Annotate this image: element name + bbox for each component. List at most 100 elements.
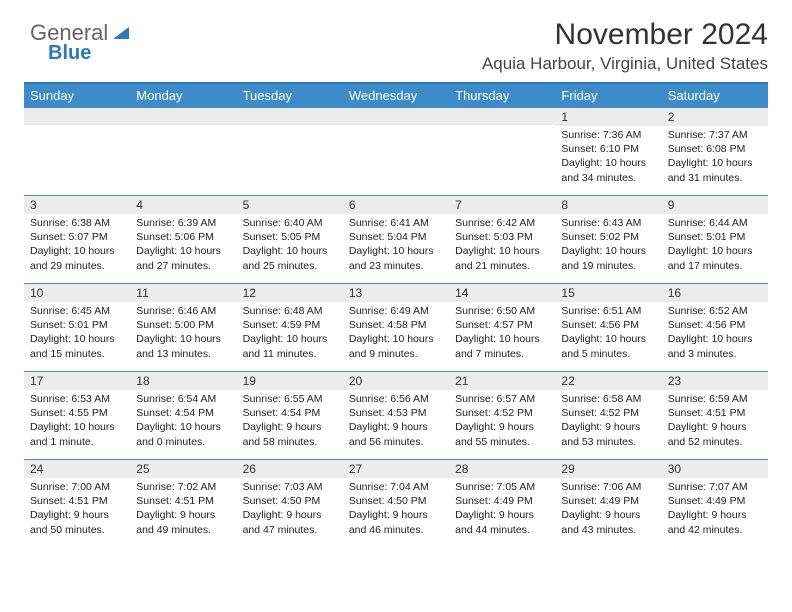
day-details: Sunrise: 6:44 AMSunset: 5:01 PMDaylight:… [662,214,768,277]
calendar-day-cell: 27Sunrise: 7:04 AMSunset: 4:50 PMDayligh… [343,460,449,548]
day-number: 25 [130,460,236,478]
calendar-day-cell: 1Sunrise: 7:36 AMSunset: 6:10 PMDaylight… [555,108,661,196]
weekday-header: Sunday [24,83,130,108]
day-details: Sunrise: 6:57 AMSunset: 4:52 PMDaylight:… [449,390,555,453]
calendar-day-cell [449,108,555,196]
day-details: Sunrise: 6:55 AMSunset: 4:54 PMDaylight:… [237,390,343,453]
calendar-day-cell: 17Sunrise: 6:53 AMSunset: 4:55 PMDayligh… [24,372,130,460]
day-number: 15 [555,284,661,302]
calendar-week-row: 1Sunrise: 7:36 AMSunset: 6:10 PMDaylight… [24,108,768,196]
day-details: Sunrise: 7:04 AMSunset: 4:50 PMDaylight:… [343,478,449,541]
day-number: 13 [343,284,449,302]
day-details: Sunrise: 6:58 AMSunset: 4:52 PMDaylight:… [555,390,661,453]
day-details: Sunrise: 7:07 AMSunset: 4:49 PMDaylight:… [662,478,768,541]
day-number: 18 [130,372,236,390]
calendar-day-cell: 30Sunrise: 7:07 AMSunset: 4:49 PMDayligh… [662,460,768,548]
weekday-header-row: Sunday Monday Tuesday Wednesday Thursday… [24,83,768,108]
day-details: Sunrise: 6:45 AMSunset: 5:01 PMDaylight:… [24,302,130,365]
calendar-day-cell: 18Sunrise: 6:54 AMSunset: 4:54 PMDayligh… [130,372,236,460]
calendar-day-cell: 10Sunrise: 6:45 AMSunset: 5:01 PMDayligh… [24,284,130,372]
day-number: 27 [343,460,449,478]
calendar-week-row: 10Sunrise: 6:45 AMSunset: 5:01 PMDayligh… [24,284,768,372]
day-number: 1 [555,108,661,126]
calendar-day-cell: 4Sunrise: 6:39 AMSunset: 5:06 PMDaylight… [130,196,236,284]
day-number: 24 [24,460,130,478]
day-details: Sunrise: 6:48 AMSunset: 4:59 PMDaylight:… [237,302,343,365]
day-number: 11 [130,284,236,302]
day-details: Sunrise: 6:59 AMSunset: 4:51 PMDaylight:… [662,390,768,453]
calendar-day-cell: 13Sunrise: 6:49 AMSunset: 4:58 PMDayligh… [343,284,449,372]
day-details: Sunrise: 7:36 AMSunset: 6:10 PMDaylight:… [555,126,661,189]
calendar-day-cell: 14Sunrise: 6:50 AMSunset: 4:57 PMDayligh… [449,284,555,372]
location-text: Aquia Harbour, Virginia, United States [24,54,768,74]
day-number: 26 [237,460,343,478]
day-number: 2 [662,108,768,126]
calendar-day-cell [343,108,449,196]
calendar-day-cell: 26Sunrise: 7:03 AMSunset: 4:50 PMDayligh… [237,460,343,548]
day-number: 7 [449,196,555,214]
calendar-day-cell: 15Sunrise: 6:51 AMSunset: 4:56 PMDayligh… [555,284,661,372]
calendar-day-cell: 12Sunrise: 6:48 AMSunset: 4:59 PMDayligh… [237,284,343,372]
day-details: Sunrise: 6:52 AMSunset: 4:56 PMDaylight:… [662,302,768,365]
day-number: 29 [555,460,661,478]
day-details: Sunrise: 6:40 AMSunset: 5:05 PMDaylight:… [237,214,343,277]
day-details: Sunrise: 6:53 AMSunset: 4:55 PMDaylight:… [24,390,130,453]
day-number: 30 [662,460,768,478]
day-details: Sunrise: 7:06 AMSunset: 4:49 PMDaylight:… [555,478,661,541]
weekday-header: Saturday [662,83,768,108]
calendar-day-cell: 19Sunrise: 6:55 AMSunset: 4:54 PMDayligh… [237,372,343,460]
calendar-day-cell: 3Sunrise: 6:38 AMSunset: 5:07 PMDaylight… [24,196,130,284]
day-details: Sunrise: 6:38 AMSunset: 5:07 PMDaylight:… [24,214,130,277]
day-number: 19 [237,372,343,390]
day-number: 23 [662,372,768,390]
calendar-day-cell: 5Sunrise: 6:40 AMSunset: 5:05 PMDaylight… [237,196,343,284]
calendar-day-cell: 11Sunrise: 6:46 AMSunset: 5:00 PMDayligh… [130,284,236,372]
day-number: 10 [24,284,130,302]
calendar-day-cell: 16Sunrise: 6:52 AMSunset: 4:56 PMDayligh… [662,284,768,372]
weekday-header: Wednesday [343,83,449,108]
calendar-table: Sunday Monday Tuesday Wednesday Thursday… [24,82,768,548]
day-number: 5 [237,196,343,214]
calendar-day-cell: 9Sunrise: 6:44 AMSunset: 5:01 PMDaylight… [662,196,768,284]
weekday-header: Monday [130,83,236,108]
day-number: 16 [662,284,768,302]
day-details: Sunrise: 6:54 AMSunset: 4:54 PMDaylight:… [130,390,236,453]
day-number: 14 [449,284,555,302]
calendar-week-row: 24Sunrise: 7:00 AMSunset: 4:51 PMDayligh… [24,460,768,548]
day-number: 6 [343,196,449,214]
brand-logo: General Blue [30,20,131,46]
day-details: Sunrise: 7:00 AMSunset: 4:51 PMDaylight:… [24,478,130,541]
day-details: Sunrise: 6:50 AMSunset: 4:57 PMDaylight:… [449,302,555,365]
weekday-header: Thursday [449,83,555,108]
day-number [24,108,130,125]
day-details: Sunrise: 7:02 AMSunset: 4:51 PMDaylight:… [130,478,236,541]
calendar-day-cell [130,108,236,196]
calendar-week-row: 3Sunrise: 6:38 AMSunset: 5:07 PMDaylight… [24,196,768,284]
brand-part2: Blue [48,42,91,65]
brand-sail-icon [111,25,131,41]
day-number: 22 [555,372,661,390]
day-number [343,108,449,125]
day-details: Sunrise: 6:39 AMSunset: 5:06 PMDaylight:… [130,214,236,277]
day-details: Sunrise: 6:43 AMSunset: 5:02 PMDaylight:… [555,214,661,277]
day-details: Sunrise: 6:56 AMSunset: 4:53 PMDaylight:… [343,390,449,453]
calendar-day-cell: 21Sunrise: 6:57 AMSunset: 4:52 PMDayligh… [449,372,555,460]
day-number: 20 [343,372,449,390]
day-details: Sunrise: 6:46 AMSunset: 5:00 PMDaylight:… [130,302,236,365]
calendar-week-row: 17Sunrise: 6:53 AMSunset: 4:55 PMDayligh… [24,372,768,460]
calendar-day-cell: 29Sunrise: 7:06 AMSunset: 4:49 PMDayligh… [555,460,661,548]
day-number [449,108,555,125]
weekday-header: Friday [555,83,661,108]
day-number [130,108,236,125]
header: November 2024 Aquia Harbour, Virginia, U… [24,18,768,74]
calendar-day-cell: 25Sunrise: 7:02 AMSunset: 4:51 PMDayligh… [130,460,236,548]
day-number: 28 [449,460,555,478]
day-details: Sunrise: 6:42 AMSunset: 5:03 PMDaylight:… [449,214,555,277]
calendar-day-cell: 24Sunrise: 7:00 AMSunset: 4:51 PMDayligh… [24,460,130,548]
calendar-day-cell: 2Sunrise: 7:37 AMSunset: 6:08 PMDaylight… [662,108,768,196]
calendar-day-cell: 6Sunrise: 6:41 AMSunset: 5:04 PMDaylight… [343,196,449,284]
day-details: Sunrise: 6:41 AMSunset: 5:04 PMDaylight:… [343,214,449,277]
calendar-day-cell: 20Sunrise: 6:56 AMSunset: 4:53 PMDayligh… [343,372,449,460]
day-number: 17 [24,372,130,390]
day-details: Sunrise: 6:51 AMSunset: 4:56 PMDaylight:… [555,302,661,365]
